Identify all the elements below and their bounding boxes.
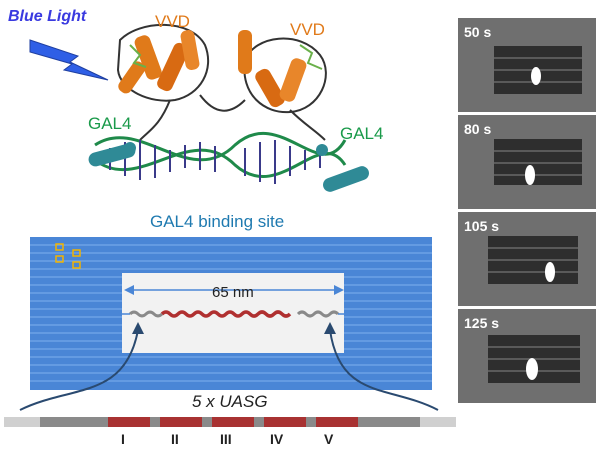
segment-label-5: V: [324, 431, 334, 447]
segment-label-3: III: [220, 431, 232, 447]
afm-frame-1: 50 s: [458, 18, 596, 112]
afm-spot: [545, 262, 555, 282]
afm-frame-2: 80 s: [458, 115, 596, 209]
gal4-label-left: GAL4: [88, 114, 132, 133]
frame-time-3: 105 s: [464, 218, 500, 234]
afm-spot: [531, 67, 541, 85]
afm-spot: [525, 165, 535, 185]
afm-frame-3: 105 s: [458, 212, 596, 306]
frame-time-1: 50 s: [464, 24, 492, 40]
blue-light-label: Blue Light: [8, 8, 87, 25]
gal4-helix-left: [88, 143, 136, 167]
dna-duplex: [122, 310, 344, 318]
afm-frame-4: 125 s: [458, 309, 596, 403]
zoom-arrows: [19, 322, 439, 411]
frame-time-2: 80 s: [464, 121, 492, 137]
gal4-label-right: GAL4: [340, 124, 384, 143]
afm-spot: [526, 358, 538, 380]
uasg-segment-bar: [4, 417, 456, 427]
gal4-helix-right: [323, 166, 369, 192]
binding-site-label: GAL4 binding site: [150, 212, 285, 231]
segment-label-1: I: [121, 431, 125, 447]
dna-double-helix: [94, 131, 347, 184]
vvd-protein-right: [238, 30, 327, 114]
dna-origami-frame: [30, 237, 432, 390]
frame-time-4: 125 s: [464, 315, 500, 331]
segment-label-2: II: [171, 431, 179, 447]
distance-arrow: [124, 285, 344, 295]
vvd-protein-left: [116, 23, 210, 102]
vvd-label-left: VVD: [155, 12, 190, 31]
distance-label: 65 nm: [212, 284, 254, 301]
segment-label-4: IV: [270, 431, 284, 447]
vvd-label-right: VVD: [290, 20, 325, 39]
lightning-icon: [29, 39, 109, 81]
repeat-label: 5 x UASG: [192, 392, 268, 411]
